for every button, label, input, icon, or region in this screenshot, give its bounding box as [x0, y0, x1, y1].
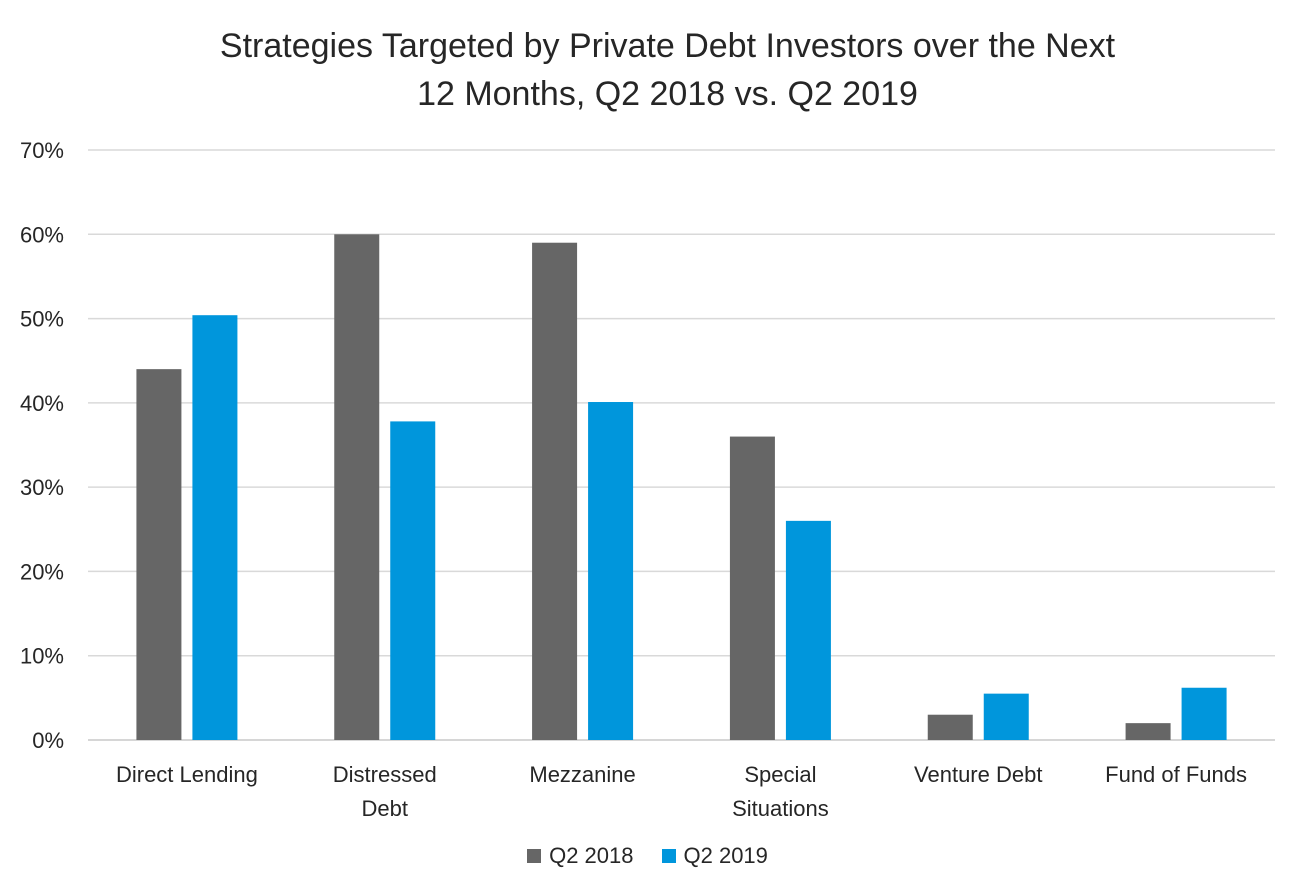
- chart-title: Strategies Targeted by Private Debt Inve…: [0, 22, 1295, 118]
- y-tick-label: 30%: [20, 475, 64, 500]
- x-category-label: Special: [744, 762, 816, 787]
- y-tick-label: 70%: [20, 138, 64, 163]
- bar-q2-2019: [983, 693, 1029, 740]
- legend-item-q2-2018: Q2 2018: [527, 843, 634, 869]
- legend-swatch-q2-2019: [661, 849, 676, 863]
- y-tick-label: 10%: [20, 644, 64, 669]
- bar-q2-2019: [785, 520, 831, 740]
- x-category-label: Direct Lending: [116, 762, 258, 787]
- chart-title-line-1: Strategies Targeted by Private Debt Inve…: [219, 27, 1116, 65]
- bar-q2-2018: [532, 242, 578, 740]
- legend-label-q2-2018: Q2 2018: [549, 843, 634, 868]
- x-category-label: Fund of Funds: [1105, 762, 1247, 787]
- bar-q2-2019: [588, 402, 634, 740]
- y-tick-label: 0%: [32, 728, 64, 753]
- y-tick-label: 40%: [20, 391, 64, 416]
- x-category-label: Distressed: [333, 762, 437, 787]
- y-tick-label: 50%: [20, 307, 64, 332]
- x-category-label: Debt: [362, 796, 408, 821]
- bar-q2-2018: [136, 369, 182, 740]
- bar-q2-2018: [927, 714, 973, 740]
- y-tick-label: 20%: [20, 559, 64, 584]
- bar-q2-2018: [1125, 723, 1171, 740]
- legend-label-q2-2019: Q2 2019: [683, 843, 768, 868]
- x-category-label: Mezzanine: [529, 762, 635, 787]
- x-category-label: Venture Debt: [914, 762, 1042, 787]
- chart-legend: Q2 2018 Q2 2019: [0, 843, 1295, 869]
- y-tick-label: 60%: [20, 222, 64, 247]
- chart-title-line-2: 12 Months, Q2 2018 vs. Q2 2019: [417, 75, 918, 113]
- bar-q2-2019: [192, 315, 238, 740]
- bar-q2-2018: [729, 436, 775, 740]
- bar-q2-2018: [334, 234, 380, 741]
- x-category-label: Situations: [732, 796, 829, 821]
- legend-item-q2-2019: Q2 2019: [661, 843, 768, 869]
- bar-q2-2019: [390, 421, 436, 740]
- bar-q2-2019: [1181, 687, 1227, 740]
- legend-swatch-q2-2018: [527, 849, 542, 863]
